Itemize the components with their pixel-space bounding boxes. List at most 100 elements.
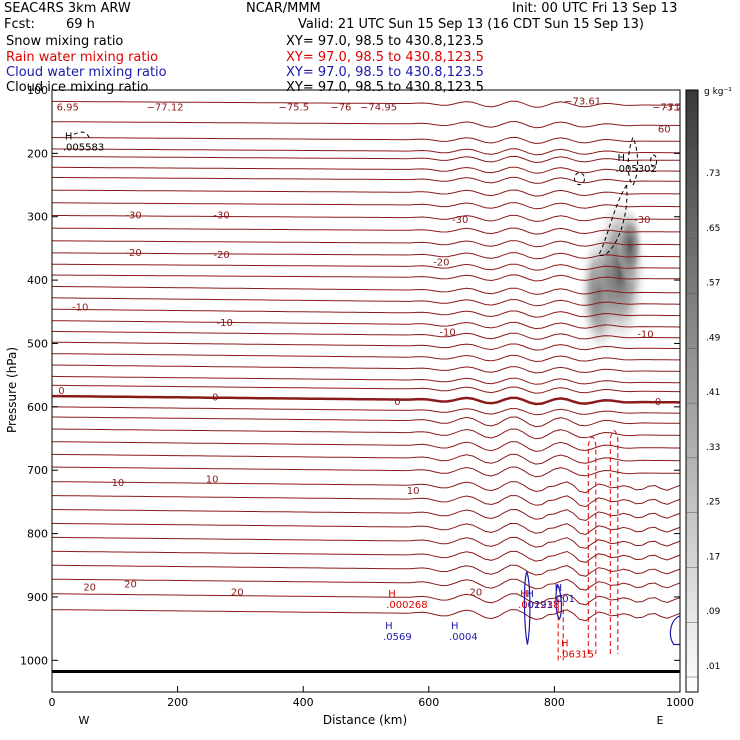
isotherm-label: 10 <box>112 478 125 489</box>
isotherm-label: 0 <box>212 392 218 403</box>
extremum-value: .000268 <box>386 600 427 611</box>
isotherm-line <box>52 406 680 416</box>
legend-cloudice-label: Cloud ice mixing ratio <box>6 80 149 95</box>
isotherm-label: -30 <box>452 215 468 226</box>
y-tick-label: 700 <box>27 464 48 477</box>
isotherm-label: 60 <box>658 124 671 135</box>
colorbar-level-label: .65 <box>706 224 720 234</box>
isotherm-label: −76 <box>330 103 351 114</box>
extremum-value: .06315 <box>559 650 594 661</box>
isotherm-label: 20 <box>83 582 96 593</box>
isotherm-line <box>52 121 680 129</box>
x-axis-title: Distance (km) <box>323 713 407 727</box>
extremum-h-marker: H <box>617 153 625 164</box>
isotherm-label: -30 <box>213 210 229 221</box>
isotherm-label: −73.23 <box>652 103 689 114</box>
y-tick-label: 400 <box>27 274 48 287</box>
legend-cloudwater-label: Cloud water mixing ratio <box>6 65 167 80</box>
colorbar-level-label: .09 <box>706 607 721 617</box>
isotherm-label: -10 <box>72 302 88 313</box>
extremum-h-marker: H <box>561 639 569 650</box>
isotherm-line <box>52 285 680 295</box>
hydrometeor-contours <box>73 131 680 661</box>
isotherm-label: 6.95 <box>57 103 79 114</box>
extremum-h-marker: H <box>385 621 393 632</box>
isotherm-label: -10 <box>217 318 233 329</box>
model-title: SEAC4RS 3km ARW <box>4 1 131 16</box>
isotherm-label: −77.12 <box>147 103 184 114</box>
rain-contour <box>609 430 619 654</box>
isotherm-line <box>52 593 680 606</box>
extremum-h-marker: H <box>65 132 73 143</box>
cloud-ice-contour <box>650 154 658 168</box>
colorbar-level-label: .49 <box>706 333 721 343</box>
isotherm-line <box>52 214 680 222</box>
extrema-labels: H.005583H.005302H.000268H.001238H.06315H… <box>63 132 657 661</box>
isotherm-label: -20 <box>213 250 229 261</box>
cloud-ice-contour <box>574 172 586 186</box>
isotherm-label: 10 <box>407 486 420 497</box>
legend-rain-xy: XY= 97.0, 98.5 to 430.8,123.5 <box>286 50 484 65</box>
x-tick-label: 400 <box>293 696 314 709</box>
isotherm-line <box>52 252 680 260</box>
ground-line <box>52 670 680 673</box>
isotherm-label: -10 <box>637 330 653 341</box>
isotherm-line <box>52 481 680 494</box>
legend-cloudice-xy: XY= 97.0, 98.5 to 430.8,123.5 <box>286 80 484 95</box>
snow-contour <box>73 131 91 140</box>
x-tick-label: 200 <box>167 696 188 709</box>
isotherm-line <box>52 330 680 340</box>
extremum-value: .0569 <box>383 632 412 643</box>
isotherm-line <box>52 166 680 174</box>
isotherm-label: 0 <box>394 397 400 408</box>
isotherm-label: −75.5 <box>278 103 309 114</box>
extremum-value: .0291 <box>524 600 553 611</box>
extremum-value: .0004 <box>449 632 478 643</box>
colorbar-ramp <box>685 89 699 693</box>
cloud-ice-contour <box>597 184 628 256</box>
isotherm-label: 0 <box>655 397 661 408</box>
legend-snow-xy: XY= 97.0, 98.5 to 430.8,123.5 <box>286 34 484 49</box>
fcst-value: 69 h <box>66 17 95 32</box>
y-tick-label: 1000 <box>20 654 48 667</box>
isotherm-line <box>52 341 680 351</box>
isotherm-line <box>52 202 680 210</box>
snow-shading <box>578 200 648 365</box>
cloud-water-contour <box>555 584 562 621</box>
isotherm-line <box>52 263 680 271</box>
legend-rain-label: Rain water mixing ratio <box>6 50 159 65</box>
isotherm-line <box>52 148 680 156</box>
extremum-value: .005302 <box>615 164 656 175</box>
isotherm-line <box>52 136 680 145</box>
isotherm-label: -20 <box>433 257 449 268</box>
y-tick-label: 800 <box>27 528 48 541</box>
valid-time: Valid: 21 UTC Sun 15 Sep 13 (16 CDT Sun … <box>298 17 644 32</box>
legend-cloudwater-xy: XY= 97.0, 98.5 to 430.8,123.5 <box>286 65 484 80</box>
isotherm-line <box>52 176 680 184</box>
isotherm-label: -20 <box>125 248 141 259</box>
x-tick-label: 1000 <box>666 696 694 709</box>
isotherm-label: -71.23 <box>664 103 696 114</box>
plot-frame <box>51 89 681 693</box>
isotherm-line <box>52 453 680 465</box>
rain-contour <box>587 436 597 654</box>
cloud-water-contour <box>523 571 531 645</box>
isotherm-line <box>52 578 680 591</box>
isotherm-label: -30 <box>125 210 141 221</box>
colorbar-level-label: .73 <box>706 169 720 179</box>
isotherm-line <box>52 466 680 478</box>
isotherm-label: -10 <box>439 328 455 339</box>
isotherm-label: −73.61 <box>564 96 601 107</box>
isotherm-line <box>52 353 680 363</box>
y-tick-label: 500 <box>27 337 48 350</box>
legend-snow-label: Snow mixing ratio <box>6 34 124 49</box>
colorbar: g kg⁻¹ .01 .09 .17 .25 .33 .41 .49 .57 .65 .73 <box>685 87 732 693</box>
isotherm-line <box>52 428 680 440</box>
isotherm-line <box>52 297 680 307</box>
isotherm-line <box>52 155 680 164</box>
isotherm-line <box>52 495 680 508</box>
extremum-value: .001238 <box>518 600 559 611</box>
